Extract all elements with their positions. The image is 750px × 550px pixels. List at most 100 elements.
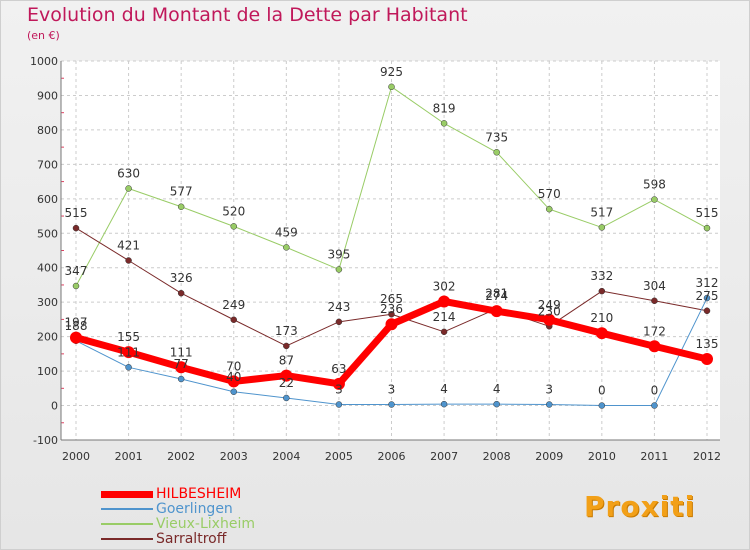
x-tick-label: 2011 — [640, 450, 668, 463]
data-point — [440, 120, 448, 127]
y-tick-label: 200 — [37, 331, 58, 344]
chart-title: Evolution du Montant de la Dette par Hab… — [27, 4, 468, 26]
y-tick-label: 1000 — [30, 55, 58, 68]
data-point — [230, 316, 237, 324]
data-point — [388, 401, 395, 408]
data-point — [440, 328, 448, 336]
data-point — [125, 364, 132, 371]
data-label: 275 — [696, 289, 719, 303]
chart-subtitle: (en €) — [27, 29, 60, 42]
data-point — [546, 205, 553, 213]
data-point — [385, 318, 398, 331]
data-point — [440, 400, 448, 408]
data-label: 517 — [590, 205, 613, 219]
data-label: 172 — [643, 324, 666, 338]
proxiti-logo: Proxiti — [584, 490, 696, 523]
data-label: 0 — [651, 384, 659, 398]
data-point — [651, 402, 658, 409]
data-point — [175, 361, 188, 374]
legend-label: HILBESHEIM — [156, 486, 242, 502]
data-point — [177, 203, 185, 210]
x-tick-label: 2010 — [588, 450, 616, 463]
data-point — [332, 377, 345, 390]
data-label: 249 — [538, 298, 561, 312]
data-point — [438, 295, 451, 308]
data-point — [701, 353, 713, 366]
data-label: 4 — [440, 382, 448, 396]
data-label: 63 — [331, 362, 346, 376]
data-label: 4 — [493, 382, 501, 396]
x-tick-label: 2006 — [378, 450, 406, 463]
y-tick-label: 100 — [37, 365, 58, 378]
data-point — [546, 401, 553, 408]
data-label: 135 — [696, 337, 719, 351]
data-label: 3 — [545, 383, 553, 397]
data-label: 347 — [65, 264, 88, 278]
data-label: 735 — [485, 130, 508, 144]
data-point — [283, 394, 290, 402]
data-point — [388, 83, 395, 91]
y-tick-label: 400 — [37, 262, 58, 275]
data-point — [335, 401, 343, 408]
data-point — [648, 340, 661, 353]
data-label: 515 — [65, 206, 88, 220]
data-point — [493, 400, 500, 408]
y-tick-label: 500 — [37, 227, 58, 240]
data-point — [490, 305, 503, 318]
data-point — [335, 266, 343, 273]
y-tick-label: 700 — [37, 158, 58, 171]
data-label: 274 — [485, 289, 508, 303]
legend-label: Sarraltroff — [156, 531, 227, 547]
data-label: 265 — [380, 292, 403, 306]
x-tick-label: 2003 — [220, 450, 248, 463]
data-point — [598, 402, 606, 409]
data-label: 520 — [222, 204, 245, 218]
data-point — [703, 224, 711, 232]
data-point — [280, 369, 293, 382]
data-label: 111 — [170, 345, 193, 359]
y-tick-label: 0 — [51, 400, 58, 413]
data-point — [122, 346, 135, 359]
data-point — [177, 375, 185, 383]
data-point — [651, 297, 658, 305]
data-label: 210 — [590, 311, 613, 325]
data-point — [125, 257, 132, 264]
x-tick-label: 2002 — [167, 450, 195, 463]
data-point — [335, 318, 343, 326]
data-label: 249 — [222, 298, 245, 312]
y-axis: -100 0 100 200 300 400 500 600 700 800 900 1000 — [30, 55, 64, 447]
data-label: 70 — [226, 359, 241, 373]
x-tick-label: 2007 — [430, 450, 458, 463]
legend-label: Vieux-Lixheim — [156, 516, 255, 532]
data-label: 281 — [485, 287, 508, 301]
legend-swatch — [101, 538, 153, 540]
data-point — [493, 149, 500, 156]
x-tick-label: 2004 — [272, 450, 300, 463]
data-label: 515 — [696, 206, 719, 220]
data-point — [598, 224, 606, 231]
data-point — [651, 196, 658, 203]
y-tick-label: 800 — [37, 124, 58, 137]
data-label: 22 — [279, 376, 294, 390]
data-label: 3 — [388, 383, 396, 397]
data-point — [177, 289, 185, 297]
data-label: 243 — [327, 300, 350, 314]
data-point — [703, 307, 711, 315]
data-point — [72, 282, 80, 290]
data-point — [598, 287, 606, 295]
data-label: 77 — [174, 357, 189, 371]
data-label: 214 — [433, 310, 456, 324]
data-label: 925 — [380, 65, 403, 79]
data-label: 230 — [538, 304, 561, 318]
data-label: 326 — [170, 271, 193, 285]
data-point — [70, 331, 82, 344]
data-label: 312 — [696, 276, 719, 290]
x-tick-label: 2001 — [115, 450, 143, 463]
legend-swatch — [101, 508, 153, 510]
data-label: 421 — [117, 238, 140, 252]
data-point — [227, 375, 240, 388]
data-label: 395 — [327, 247, 350, 261]
y-tick-label: 900 — [37, 89, 58, 102]
